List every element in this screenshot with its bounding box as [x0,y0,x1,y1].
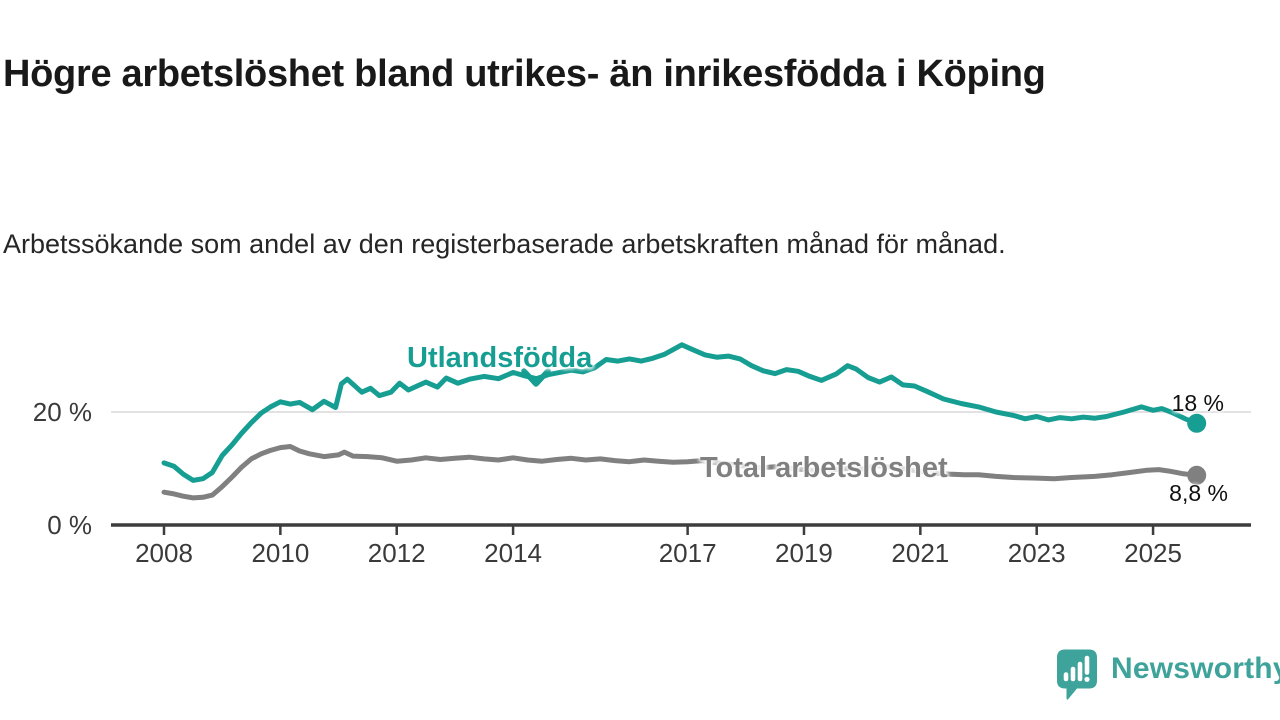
utlandsfodda-pointer-icon [521,368,551,387]
series-line-utlandsfodda [161,342,1200,483]
x-tick-label: 2019 [775,538,833,568]
chart-title: Högre arbetslöshet bland utrikes- än inr… [3,53,1046,96]
end-value-label-total: 8,8 % [1169,480,1228,506]
x-tick-label: 2010 [251,538,309,568]
newsworthy-logo: Newsworthy [1056,648,1280,701]
bar-chart-glyph [1063,655,1090,682]
exclamation-dot [1084,676,1090,682]
series-end-dot [1187,465,1207,485]
x-tick-label: 2023 [1008,538,1066,568]
end-value-label-utlandsfodda: 18 % [1171,390,1224,416]
chart-generated-layer: 2008 2010 2012 2014 2017 2019 2021 2023 2025 [111,342,1251,568]
series-label-utlandsfodda: Utlandsfödda [407,342,593,374]
newsworthy-speech-bubble-icon [1057,649,1097,700]
x-tick-label: 2014 [484,538,542,568]
series-line-total-arbetsloshet [161,444,1200,501]
newsworthy-wordmark: Newsworthy [1111,652,1280,685]
x-tick-label: 2012 [368,538,426,568]
x-tick-label: 2017 [659,538,717,568]
chart-subtitle: Arbetssökande som andel av den registerb… [3,229,1006,259]
x-tick-label: 2025 [1124,538,1182,568]
x-tick-label: 2008 [135,538,193,568]
y-axis-label-20: 20 % [32,397,92,427]
series-end-dot [1187,413,1207,433]
y-axis-label-0: 0 % [47,510,92,540]
series-label-total-arbetsloshet: Total arbetslöshet [700,452,948,484]
x-tick-label: 2021 [891,538,949,568]
